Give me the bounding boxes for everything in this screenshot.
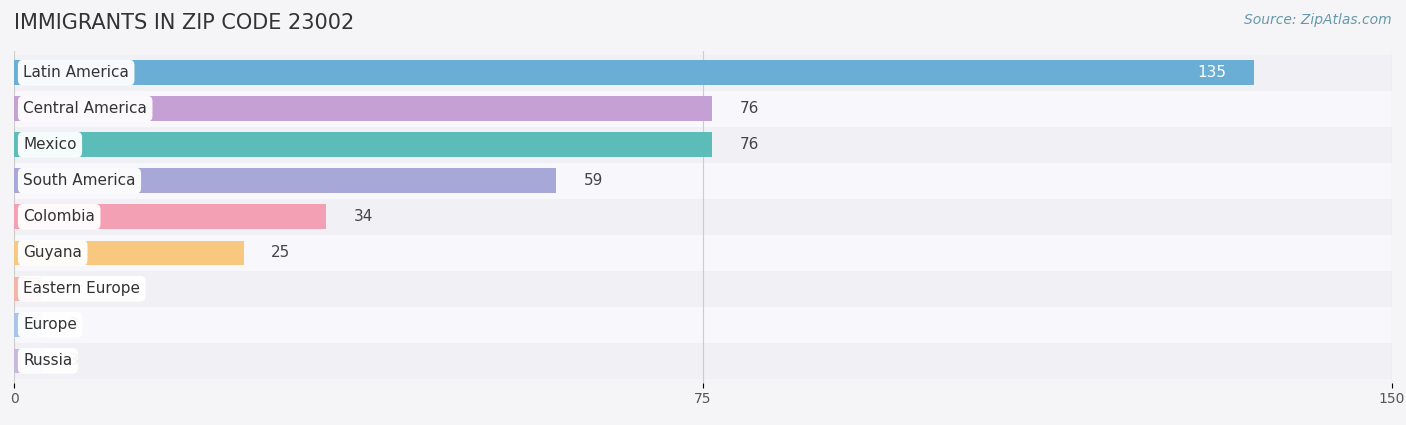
Text: Europe: Europe <box>24 317 77 332</box>
Bar <box>14 199 1392 235</box>
Bar <box>14 96 713 121</box>
Text: Colombia: Colombia <box>24 209 96 224</box>
Text: Source: ZipAtlas.com: Source: ZipAtlas.com <box>1244 13 1392 27</box>
Bar <box>14 271 1392 307</box>
Bar <box>14 241 243 265</box>
Text: 34: 34 <box>354 209 374 224</box>
Bar <box>14 91 1392 127</box>
Bar <box>14 313 42 337</box>
Bar <box>14 204 326 229</box>
Text: Latin America: Latin America <box>24 65 129 80</box>
Text: 3: 3 <box>69 281 79 296</box>
Bar <box>14 235 1392 271</box>
Bar <box>14 54 1392 91</box>
Text: 76: 76 <box>740 137 759 152</box>
Bar <box>14 307 1392 343</box>
Text: 3: 3 <box>69 353 79 368</box>
Bar <box>14 343 1392 379</box>
Bar <box>14 168 555 193</box>
Bar <box>14 163 1392 199</box>
Text: 25: 25 <box>271 245 291 260</box>
Bar <box>14 348 42 373</box>
Text: 3: 3 <box>69 317 79 332</box>
Text: 59: 59 <box>583 173 603 188</box>
Bar <box>14 60 1254 85</box>
Text: IMMIGRANTS IN ZIP CODE 23002: IMMIGRANTS IN ZIP CODE 23002 <box>14 13 354 33</box>
Text: Central America: Central America <box>24 101 148 116</box>
Text: Russia: Russia <box>24 353 73 368</box>
Text: Eastern Europe: Eastern Europe <box>24 281 141 296</box>
Text: 76: 76 <box>740 101 759 116</box>
Text: Mexico: Mexico <box>24 137 77 152</box>
Bar <box>14 133 713 157</box>
Bar <box>14 127 1392 163</box>
Text: Guyana: Guyana <box>24 245 82 260</box>
Bar <box>14 277 42 301</box>
Text: 135: 135 <box>1198 65 1226 80</box>
Text: South America: South America <box>24 173 136 188</box>
